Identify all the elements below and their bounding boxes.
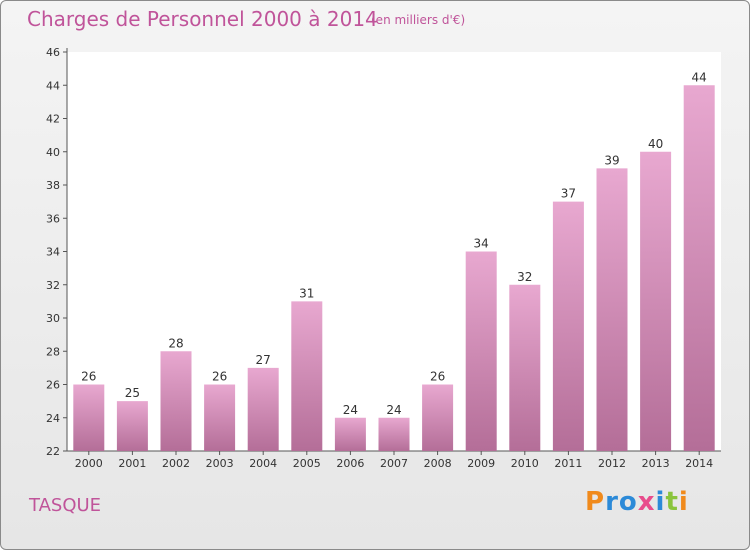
commune-name: TASQUE <box>29 495 102 516</box>
logo-letter: x <box>637 487 656 517</box>
bar-value-label: 37 <box>561 187 576 201</box>
x-tick-label: 2011 <box>554 457 582 470</box>
bar <box>204 384 236 451</box>
x-tick-label: 2001 <box>118 457 146 470</box>
y-tick-label: 36 <box>46 212 60 225</box>
bar <box>334 417 366 451</box>
x-tick-label: 2007 <box>380 457 408 470</box>
x-tick-label: 2002 <box>162 457 190 470</box>
proxiti-logo[interactable]: Proxiti <box>585 487 689 517</box>
bar <box>552 201 584 451</box>
x-tick-label: 2008 <box>424 457 452 470</box>
chart-subtitle: (en milliers d'€) <box>371 13 466 27</box>
bar-value-label: 40 <box>648 137 663 151</box>
bar <box>596 168 628 451</box>
y-tick-label: 44 <box>46 79 60 92</box>
y-tick-label: 32 <box>46 279 60 292</box>
x-tick-label: 2004 <box>249 457 277 470</box>
bar <box>116 401 148 451</box>
bar-value-label: 24 <box>343 403 358 417</box>
y-tick-label: 26 <box>46 379 60 392</box>
bar-value-label: 24 <box>386 403 401 417</box>
bar-value-label: 32 <box>517 270 532 284</box>
y-tick-label: 38 <box>46 179 60 192</box>
bar <box>509 284 541 451</box>
y-tick-label: 34 <box>46 246 60 259</box>
bar <box>378 417 410 451</box>
bar <box>465 251 497 451</box>
logo-letter: i <box>655 487 666 517</box>
bar <box>247 367 279 451</box>
bar <box>291 301 323 451</box>
x-tick-label: 2012 <box>598 457 626 470</box>
bar <box>683 85 715 451</box>
x-tick-label: 2000 <box>75 457 103 470</box>
y-tick-label: 46 <box>46 46 60 59</box>
y-tick-label: 42 <box>46 113 60 126</box>
logo-letter: P <box>585 487 606 517</box>
logo-letter: r <box>605 487 619 517</box>
bar-value-label: 26 <box>81 370 96 384</box>
bar-value-label: 26 <box>430 370 445 384</box>
bar <box>73 384 105 451</box>
bar-value-label: 28 <box>168 336 183 350</box>
bar-value-label: 26 <box>212 370 227 384</box>
logo-letter: i <box>678 487 689 517</box>
bar <box>160 351 192 451</box>
y-tick-label: 22 <box>46 445 60 458</box>
logo-letter: o <box>618 487 638 517</box>
x-tick-label: 2009 <box>467 457 495 470</box>
logo-letter: t <box>665 487 679 517</box>
bar-value-label: 34 <box>474 237 489 251</box>
bar-value-label: 27 <box>256 353 271 367</box>
y-tick-label: 40 <box>46 146 60 159</box>
x-tick-label: 2013 <box>642 457 670 470</box>
bar <box>422 384 454 451</box>
y-tick-label: 28 <box>46 345 60 358</box>
bar-value-label: 31 <box>299 286 314 300</box>
chart-title: Charges de Personnel 2000 à 2014 <box>27 7 378 31</box>
bar <box>640 151 672 451</box>
x-tick-label: 2014 <box>685 457 713 470</box>
bar-value-label: 39 <box>604 153 619 167</box>
y-tick-label: 30 <box>46 312 60 325</box>
bar-value-label: 25 <box>125 386 140 400</box>
bar-value-label: 44 <box>692 70 707 84</box>
x-tick-label: 2005 <box>293 457 321 470</box>
x-tick-label: 2010 <box>511 457 539 470</box>
x-tick-label: 2003 <box>206 457 234 470</box>
x-tick-label: 2006 <box>336 457 364 470</box>
y-tick-label: 24 <box>46 412 60 425</box>
